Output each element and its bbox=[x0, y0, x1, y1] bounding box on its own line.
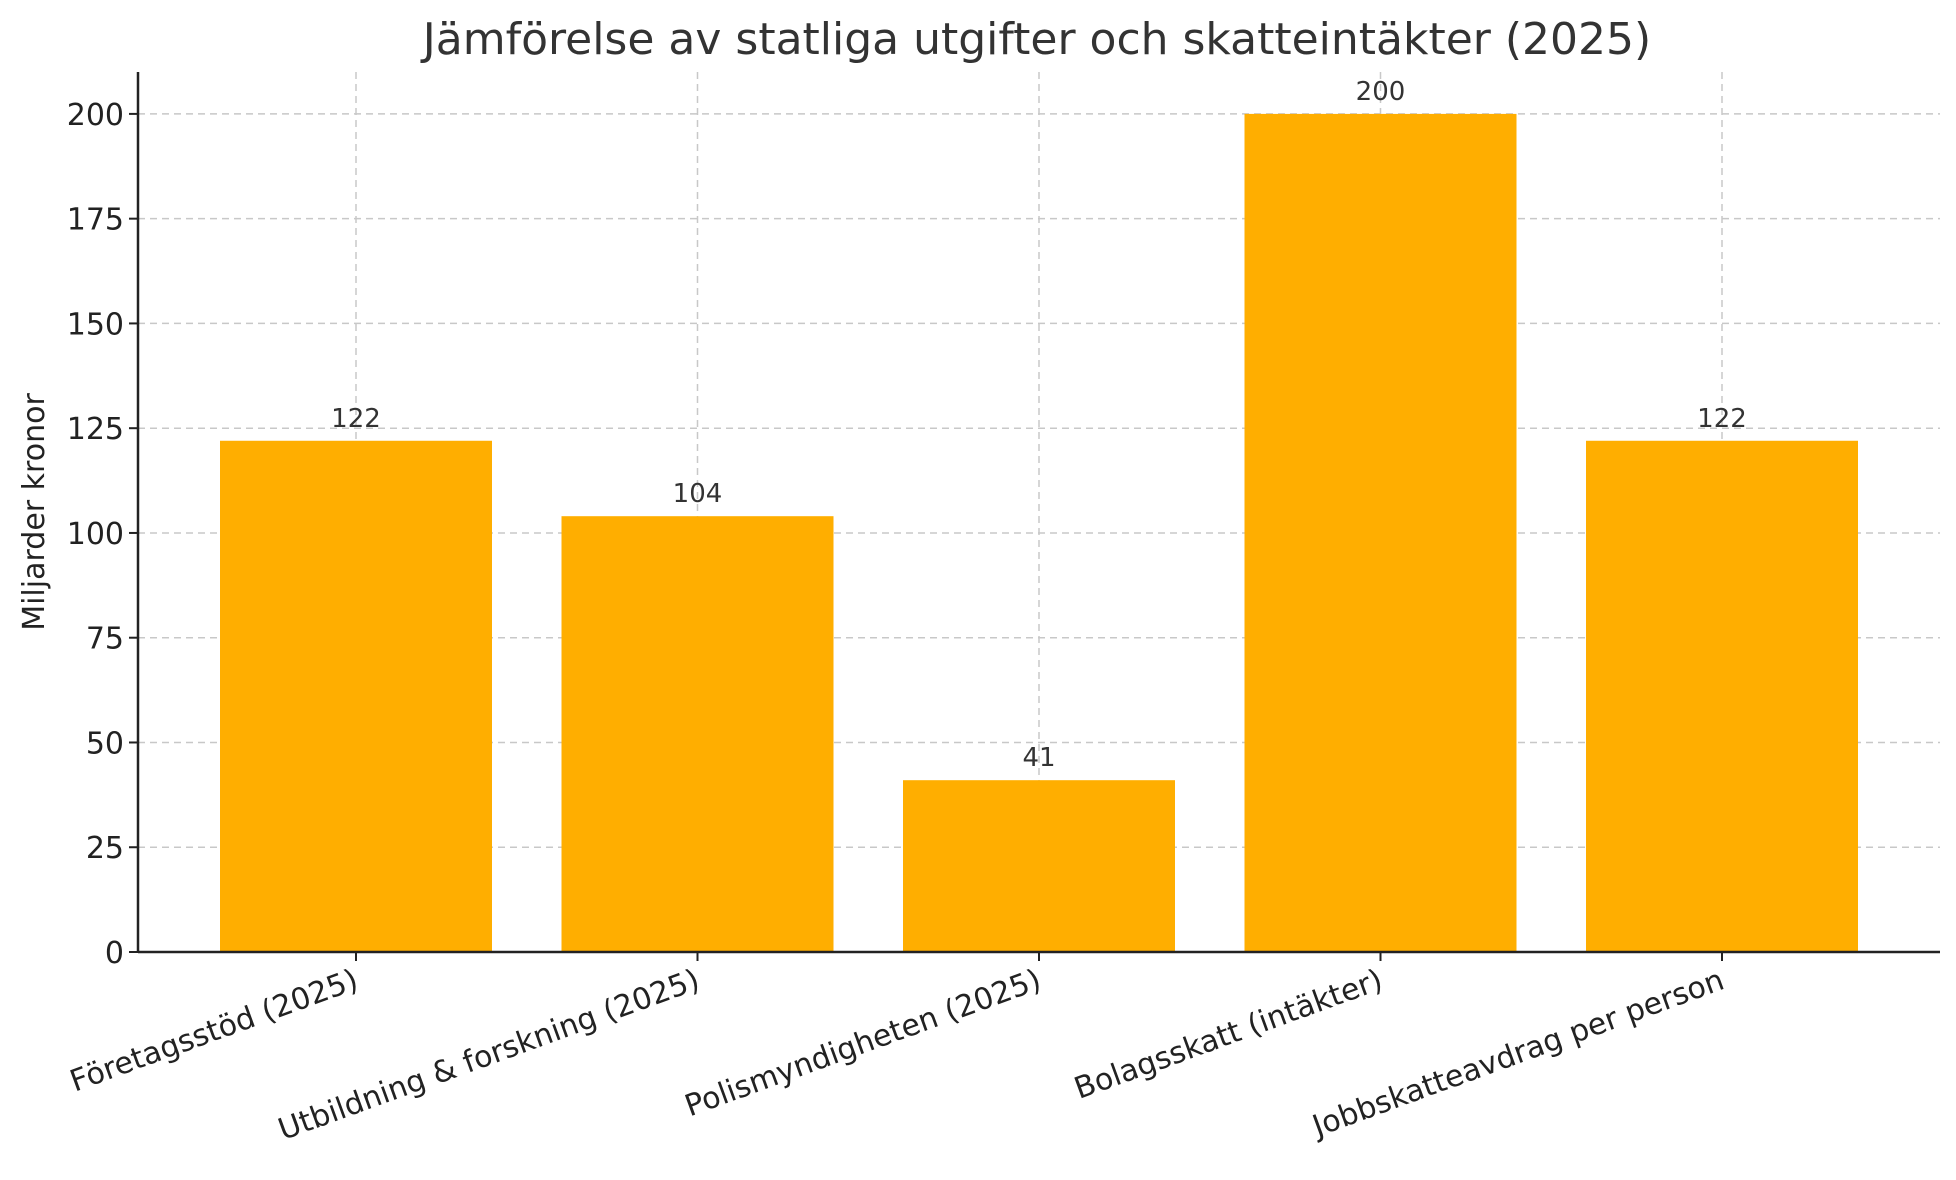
bar bbox=[1244, 113, 1517, 952]
y-axis-label: Miljarder kronor bbox=[17, 393, 52, 631]
y-tick-label: 25 bbox=[86, 831, 124, 866]
bar bbox=[903, 780, 1175, 952]
y-tick-label: 175 bbox=[67, 203, 124, 238]
y-tick-label: 200 bbox=[67, 98, 124, 133]
y-tick-label: 50 bbox=[86, 726, 124, 761]
y-tick-labels: 0 25 50 75 100 125 150 175 200 bbox=[67, 98, 124, 971]
data-label: 122 bbox=[1697, 404, 1747, 434]
chart-title: Jämförelse av statliga utgifter och skat… bbox=[420, 14, 1651, 65]
data-label: 41 bbox=[1022, 743, 1055, 773]
y-tick-label: 75 bbox=[86, 622, 124, 657]
bar bbox=[1586, 440, 1858, 952]
y-tick-label: 0 bbox=[105, 936, 124, 971]
y-tick-label: 125 bbox=[67, 412, 124, 447]
bars bbox=[220, 113, 1858, 952]
x-tick-labels: Företagsstöd (2025)Utbildning & forsknin… bbox=[65, 963, 1728, 1148]
data-label: 104 bbox=[673, 479, 723, 509]
x-tick-label: Företagsstöd (2025) bbox=[65, 963, 362, 1100]
data-labels: 122 104 41 200 122 bbox=[331, 77, 1747, 773]
y-tick-label: 150 bbox=[67, 307, 124, 342]
x-tick-label: Polismyndigheten (2025) bbox=[680, 963, 1045, 1125]
axes bbox=[129, 72, 1940, 961]
y-tick-label: 100 bbox=[67, 517, 124, 552]
x-tick-label: Bolagsskatt (intäkter) bbox=[1070, 963, 1387, 1107]
bar bbox=[220, 440, 492, 952]
data-label: 200 bbox=[1356, 77, 1406, 107]
data-label: 122 bbox=[331, 404, 381, 434]
bar bbox=[561, 516, 834, 952]
